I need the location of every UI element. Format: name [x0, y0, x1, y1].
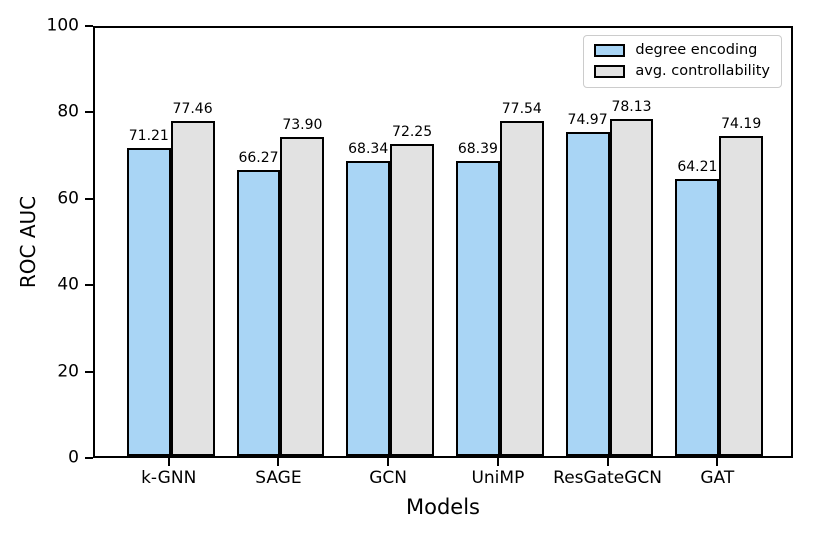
bar-k-GNN-avg-controllability: [170, 121, 215, 456]
x-tick-label-GAT: GAT: [700, 468, 735, 488]
bar-ResGateGCN-degree-encoding: [565, 132, 610, 456]
x-axis-label: Models: [406, 495, 480, 519]
y-tick-mark: [85, 25, 93, 27]
x-tick-mark: [496, 458, 499, 466]
bar-UniMP-degree-encoding: [456, 160, 500, 456]
y-tick-label: 60: [57, 188, 79, 209]
legend-label-avg-controllability: avg. controllability: [635, 62, 770, 79]
y-tick-label: 80: [57, 101, 79, 122]
legend-item-degree-encoding: degree encoding: [594, 42, 770, 59]
bar-UniMP-avg-controllability: [499, 121, 544, 456]
bar-GCN-avg-controllability: [390, 143, 434, 456]
bar-value-label: 66.27: [238, 149, 279, 166]
x-tick-mark: [387, 458, 390, 466]
y-tick-label: 100: [46, 15, 79, 36]
bar-value-label: 72.25: [392, 123, 433, 140]
legend-swatch-avg-controllability: [594, 65, 626, 79]
legend-label-degree-encoding: degree encoding: [635, 42, 758, 58]
x-tick-mark: [606, 458, 609, 466]
y-tick-label: 20: [57, 361, 79, 382]
bar-value-label: 77.46: [172, 101, 213, 118]
x-tick-label-SAGE: SAGE: [255, 468, 302, 488]
bar-ResGateGCN-avg-controllability: [609, 118, 654, 456]
bar-value-label: 77.54: [501, 101, 542, 117]
y-tick-label: 40: [57, 274, 79, 295]
x-tick-label-GCN: GCN: [369, 468, 407, 488]
x-tick-mark: [716, 458, 719, 466]
bar-value-label: 74.19: [721, 115, 762, 132]
bar-value-label: 74.97: [567, 112, 608, 129]
bar-value-label: 68.39: [457, 140, 498, 157]
y-tick-mark: [85, 457, 93, 459]
y-tick-mark: [85, 111, 93, 114]
x-tick-label-k-GNN: k-GNN: [141, 468, 197, 488]
bar-SAGE-avg-controllability: [280, 136, 325, 456]
y-tick-mark: [85, 197, 93, 200]
bar-GAT-avg-controllability: [719, 135, 764, 456]
legend-swatch-degree-encoding: [594, 44, 626, 58]
x-tick-mark: [167, 458, 170, 466]
bar-value-label: 64.21: [677, 158, 718, 175]
y-axis-label: ROC AUC: [16, 195, 40, 289]
plot-area: 71.21 77.46 66.27 73.90 68.34 72.25 68.39 77.54…: [93, 26, 793, 458]
y-tick-mark: [85, 370, 93, 373]
x-tick-label-ResGateGCN: ResGateGCN: [553, 468, 663, 488]
bar-value-label: 73.90: [282, 116, 323, 133]
x-tick-label-UniMP: UniMP: [471, 468, 525, 488]
bar-value-label: 71.21: [128, 128, 169, 145]
bar-SAGE-degree-encoding: [236, 169, 281, 456]
bar-value-label: 68.34: [348, 140, 389, 157]
bar-value-label: 78.13: [611, 98, 652, 115]
legend-item-avg-controllability: avg. controllability: [594, 62, 770, 80]
x-tick-mark: [277, 458, 280, 466]
y-tick-mark: [85, 284, 93, 287]
y-tick-label: 0: [68, 447, 79, 468]
legend: degree encoding avg. controllability: [583, 35, 782, 88]
bar-k-GNN-degree-encoding: [126, 148, 171, 456]
bar-GAT-degree-encoding: [675, 178, 720, 456]
bar-GCN-degree-encoding: [346, 160, 391, 456]
